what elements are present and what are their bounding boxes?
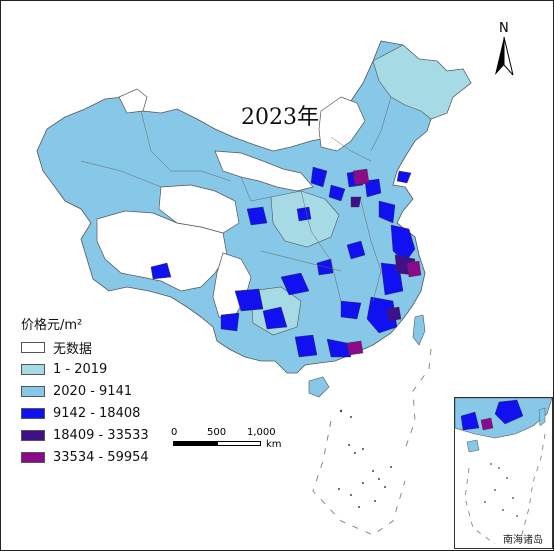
legend-item: 18409 - 33533 (21, 424, 149, 446)
legend-label: 33534 - 59954 (53, 449, 149, 465)
legend-label: 18409 - 33533 (53, 427, 149, 443)
region-no-data-qinghai (158, 184, 240, 234)
scale-segment (173, 441, 217, 446)
north-arrow-icon (495, 36, 514, 76)
north-arrow: N (491, 21, 519, 81)
legend-item: 2020 - 9141 (21, 380, 149, 402)
legend-swatch (21, 451, 45, 463)
region-no-data-inner-mongolia-west (214, 150, 314, 192)
nine-dash-line (312, 348, 432, 536)
scale-tick-label: 1,000 (247, 427, 276, 438)
scale-tick-label: 0 (171, 427, 178, 438)
region-class-1-northeast (372, 44, 472, 120)
region-no-data-xinjiang-north (118, 88, 148, 114)
region-no-data-tibet (96, 210, 228, 292)
regions-class-33534-59954 (346, 168, 422, 356)
legend-label: 9142 - 18408 (53, 405, 141, 421)
legend-item: 无数据 (21, 336, 149, 358)
hainan (308, 376, 330, 398)
legend-label: 2020 - 9141 (53, 383, 133, 399)
legend-title: 价格元/m² (21, 318, 83, 333)
scale-tick-label: 500 (207, 427, 227, 438)
province-boundaries (80, 96, 392, 302)
inset-map (455, 398, 552, 545)
map-title: 2023年 (241, 105, 319, 130)
region-no-data-inner-mongolia-east (318, 96, 366, 152)
north-label: N (499, 21, 509, 36)
regions-class-9142-18408 (150, 166, 416, 358)
legend-swatch (21, 407, 45, 419)
legend-item: 33534 - 59954 (21, 446, 149, 468)
inset-label: 南海诸岛 (503, 535, 543, 546)
legend-item: 1 - 2019 (21, 358, 149, 380)
legend-swatch (21, 429, 45, 441)
legend-swatch (21, 341, 45, 353)
legend-swatch (21, 363, 45, 375)
legend: 价格元/m² 无数据 1 - 2019 2020 - 9141 9142 - 1… (21, 314, 149, 468)
south-china-sea-inset: 南海诸岛 (454, 397, 553, 549)
legend-label: 无数据 (53, 341, 93, 357)
legend-swatch (21, 385, 45, 397)
taiwan (412, 314, 426, 346)
scale-segment (217, 441, 261, 446)
legend-item: 9142 - 18408 (21, 402, 149, 424)
legend-label: 1 - 2019 (53, 361, 108, 377)
scale-unit: km (266, 439, 282, 450)
south-china-sea-islands (338, 409, 392, 508)
scale-bar: 0 500 1,000 km (171, 427, 282, 457)
